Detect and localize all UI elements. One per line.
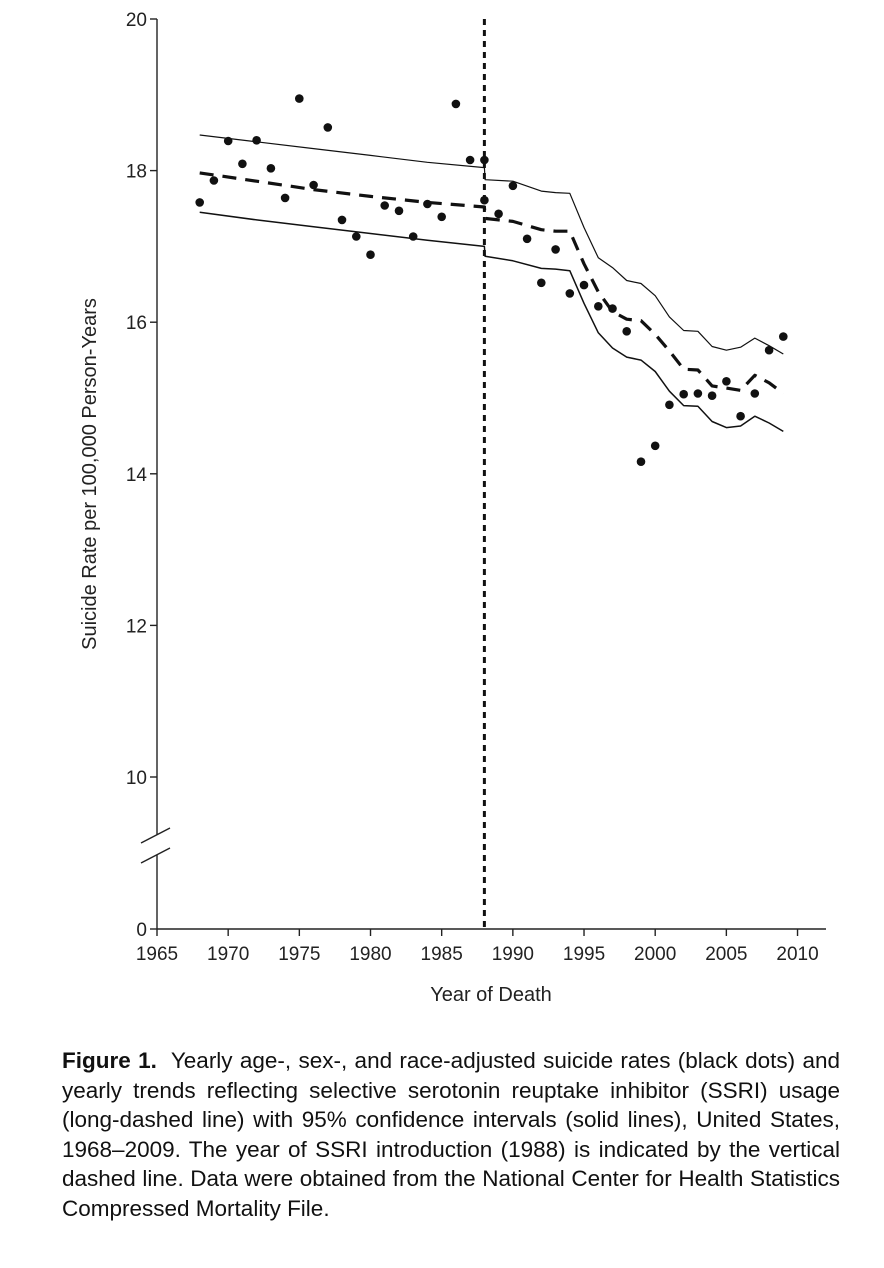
data-point <box>764 345 774 355</box>
data-point <box>722 377 731 386</box>
axis-break-mark <box>140 827 171 844</box>
data-point <box>736 411 745 421</box>
data-point <box>750 389 760 398</box>
chart-lines <box>199 134 785 433</box>
data-point <box>679 389 688 399</box>
x-tick-label: 2010 <box>776 944 818 965</box>
data-point <box>280 193 290 203</box>
data-point <box>707 391 717 401</box>
chart-axes: 0 10 12 14 16 18 20 1965 1970 1975 1980 1985 1990 199… <box>126 10 826 965</box>
data-point <box>408 232 418 241</box>
data-point <box>209 176 219 185</box>
x-tick-label: 1990 <box>492 944 534 965</box>
data-point <box>451 99 461 109</box>
y-tick-label: 18 <box>126 162 147 183</box>
data-point <box>223 136 233 146</box>
y-tick-label: 16 <box>126 313 147 334</box>
data-point <box>693 389 703 398</box>
data-point <box>665 400 674 410</box>
data-point <box>323 123 333 132</box>
y-tick-label: 10 <box>126 768 147 789</box>
data-point <box>252 136 261 145</box>
x-tick-label: 1985 <box>421 944 463 965</box>
y-tick-label: 20 <box>126 10 147 31</box>
x-tick-label: 1975 <box>278 944 320 965</box>
data-point <box>480 195 489 205</box>
y-tick-label: 12 <box>126 616 147 637</box>
data-point <box>352 232 361 241</box>
x-tick-label: 2005 <box>705 944 747 965</box>
data-point <box>579 280 589 290</box>
data-point <box>565 289 575 298</box>
figure-caption: Figure 1. Yearly age-, sex-, and race-adj… <box>62 1046 840 1223</box>
data-point <box>480 155 489 165</box>
data-point <box>508 181 518 191</box>
trend-line-dashed <box>199 171 785 395</box>
data-point <box>437 212 447 222</box>
y-tick-label: 14 <box>126 465 148 486</box>
x-axis-label: Year of Death <box>430 984 552 1006</box>
y-axis-label: Suicide Rate per 100,000 Person-Years <box>79 298 101 650</box>
data-point <box>594 302 603 311</box>
data-point <box>551 245 560 254</box>
data-point <box>494 209 503 219</box>
data-point <box>537 278 546 288</box>
chart-points <box>195 94 788 467</box>
data-point <box>366 250 375 259</box>
data-point <box>423 199 432 209</box>
x-tick-label: 1970 <box>207 944 249 965</box>
data-point <box>266 164 276 173</box>
data-point <box>380 201 390 210</box>
ci-upper-line <box>199 134 784 355</box>
data-point <box>195 198 204 207</box>
figure-caption-text: Yearly age-, sex-, and race-adjusted sui… <box>62 1048 840 1221</box>
y-tick-label: 0 <box>136 920 147 941</box>
data-point <box>465 155 475 165</box>
data-point <box>650 441 660 451</box>
data-point <box>337 215 347 225</box>
x-tick-label: 1980 <box>349 944 391 965</box>
data-point <box>608 304 617 313</box>
chart: 0 10 12 14 16 18 20 1965 1970 1975 1980 1985 1990 199… <box>79 10 826 1006</box>
data-point <box>238 159 247 169</box>
x-tick-label: 2000 <box>634 944 676 965</box>
data-point <box>394 206 404 216</box>
data-point <box>309 180 318 190</box>
x-tick-label: 1965 <box>136 944 178 965</box>
axis-break-mark <box>140 847 171 864</box>
figure-caption-label: Figure 1. <box>62 1048 157 1073</box>
data-point <box>622 327 631 336</box>
data-point <box>522 234 532 244</box>
data-point <box>295 94 304 103</box>
data-point <box>636 457 646 467</box>
x-tick-label: 1995 <box>563 944 605 965</box>
data-point <box>779 332 788 341</box>
ci-lower-line <box>199 211 784 433</box>
